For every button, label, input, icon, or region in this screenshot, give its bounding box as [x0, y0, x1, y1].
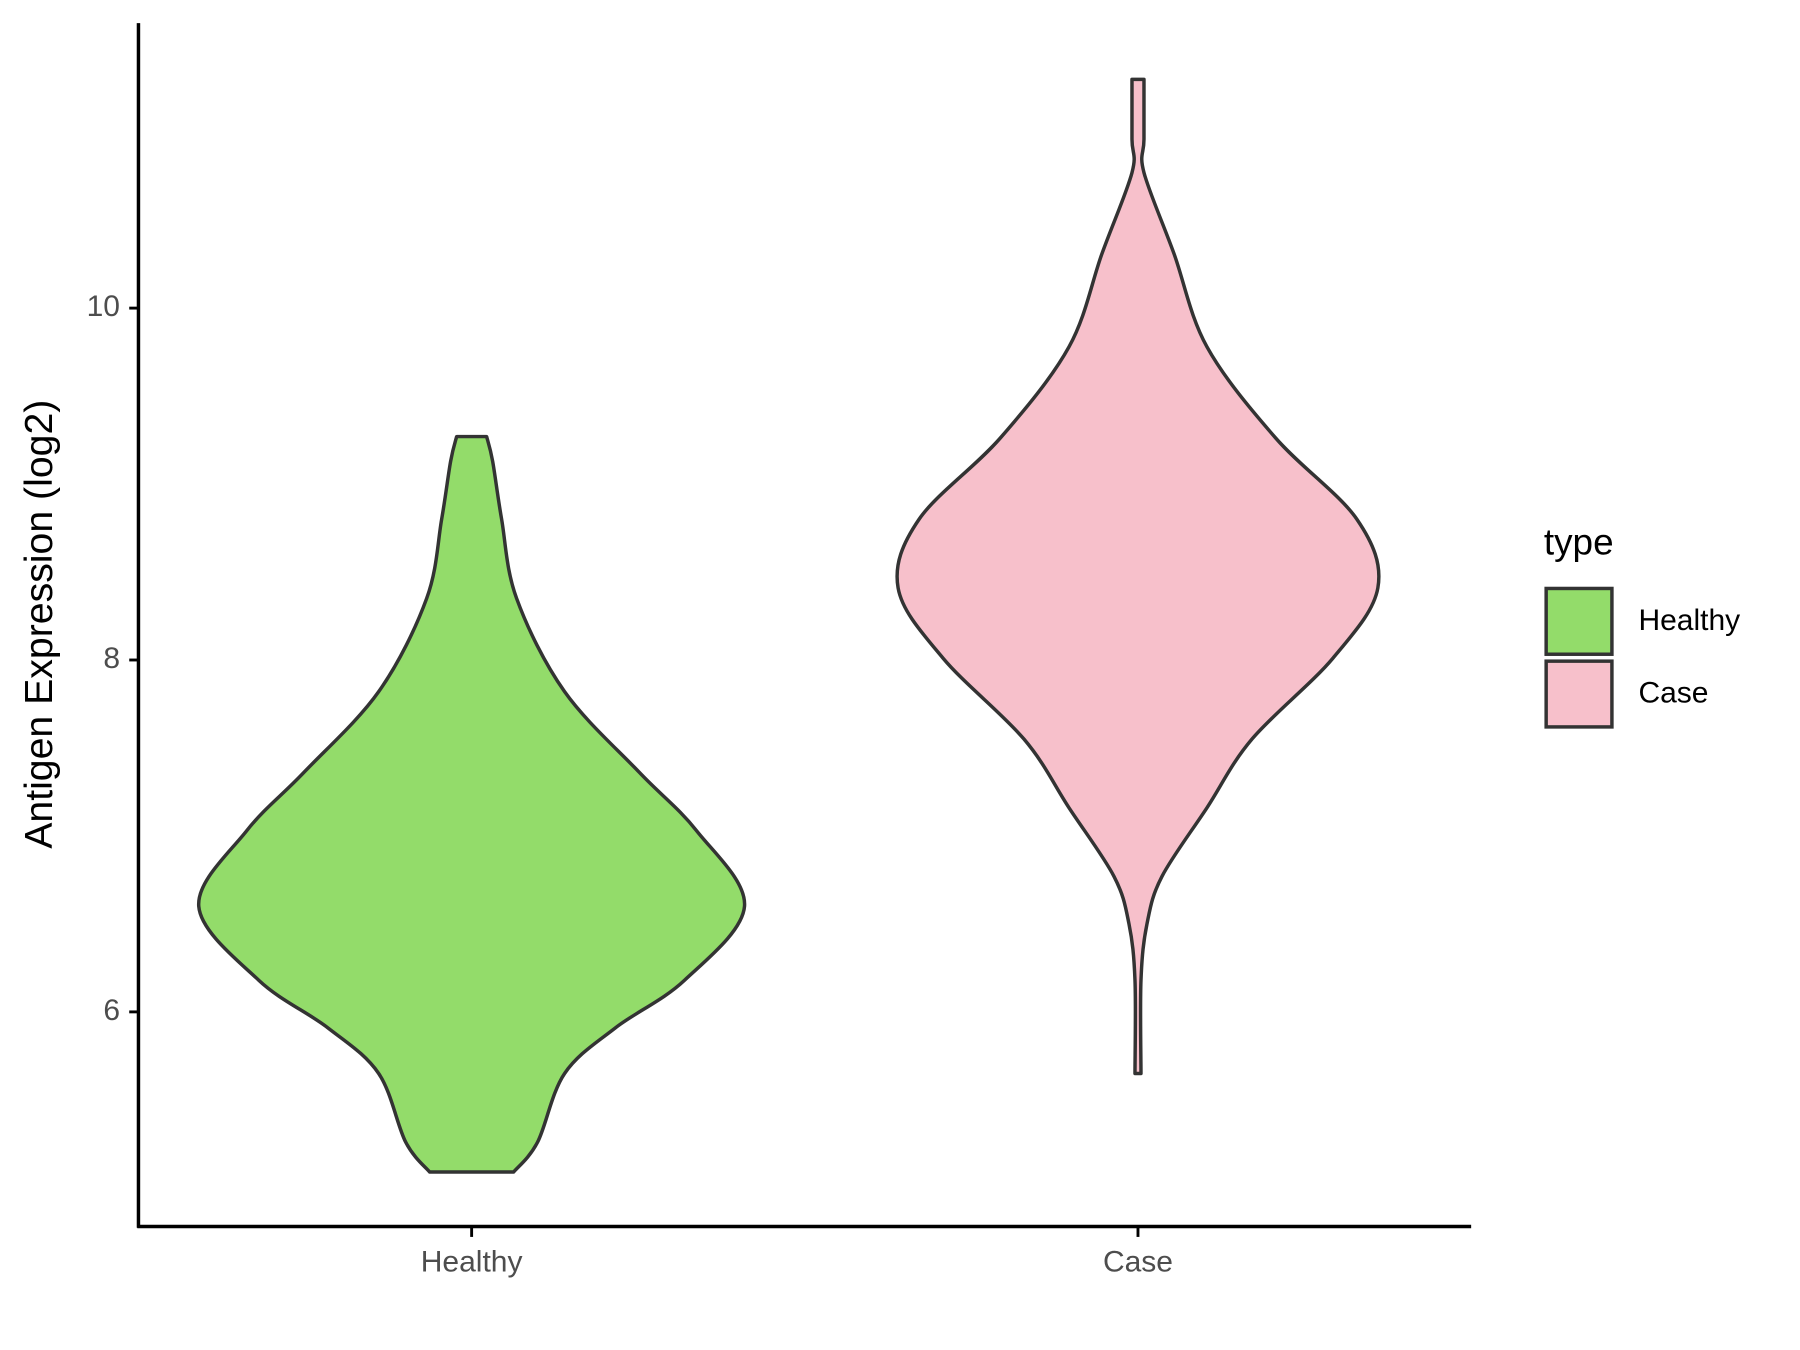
legend-key: [1544, 659, 1614, 729]
legend-label: Case: [1638, 677, 1708, 710]
legend-key: [1544, 586, 1614, 656]
x-tick-label: Healthy: [421, 1245, 523, 1278]
legend-label: Healthy: [1638, 604, 1740, 637]
legend-title: type: [1544, 521, 1614, 562]
y-tick-label: 10: [87, 290, 120, 323]
violin: [895, 77, 1381, 1076]
y-tick-label: 8: [103, 642, 120, 675]
y-tick-label: 6: [103, 994, 120, 1027]
x-tick-label: Case: [1103, 1245, 1173, 1278]
y-axis-title: Antigen Expression (log2): [17, 400, 61, 849]
violin: [197, 434, 747, 1174]
